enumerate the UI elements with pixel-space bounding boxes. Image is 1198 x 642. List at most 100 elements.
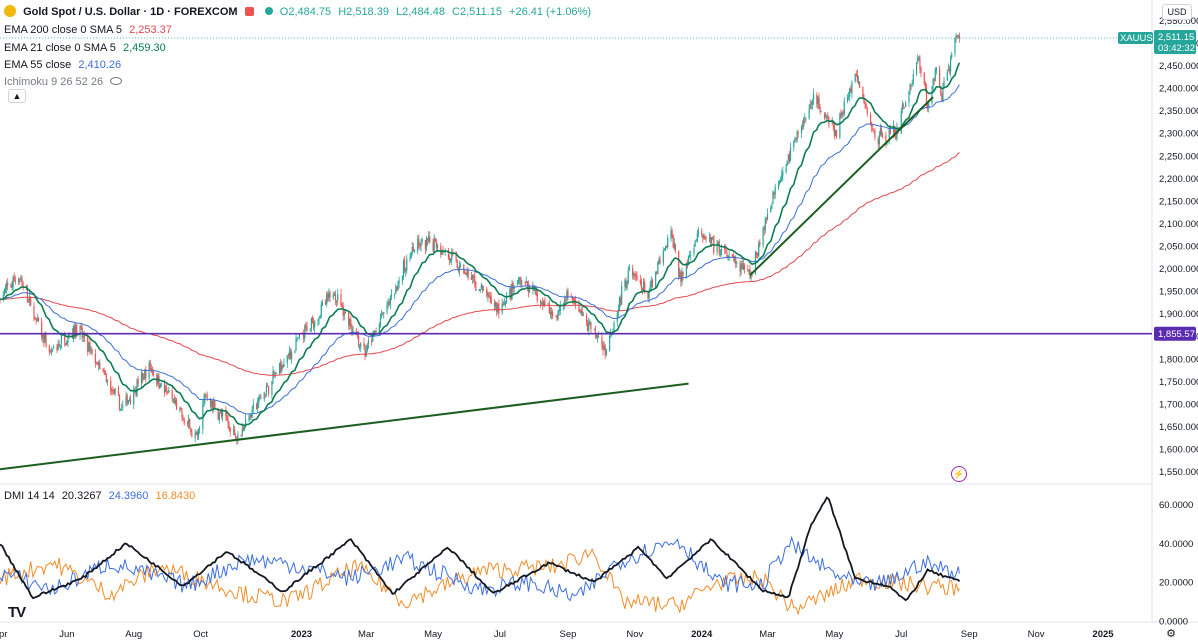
candle-body	[349, 319, 351, 327]
candle-body	[82, 336, 84, 338]
candle-body	[800, 126, 803, 133]
candle-body	[850, 87, 852, 93]
candle-body	[655, 272, 657, 288]
candle-body	[128, 400, 130, 402]
candle-body	[777, 184, 780, 188]
dmi-tick-label: 20.0000	[1159, 578, 1193, 589]
candle-body	[902, 105, 905, 107]
candle-body	[380, 314, 383, 318]
candle-body	[804, 117, 806, 119]
candle-body	[486, 288, 488, 296]
candle-body	[281, 365, 283, 371]
candle-body	[258, 397, 260, 403]
candle-body	[616, 313, 618, 322]
candle-body	[428, 236, 430, 242]
candle-body	[53, 347, 55, 349]
candle-body	[862, 87, 864, 99]
candle-body	[337, 294, 339, 301]
candle-body	[843, 101, 845, 115]
candle-body	[571, 296, 573, 301]
candle-body	[708, 237, 710, 239]
ichimoku-legend[interactable]: Ichimoku 9 26 52 26	[4, 76, 126, 88]
candle-body	[809, 104, 811, 109]
candle-body	[275, 372, 277, 374]
ema55-legend[interactable]: EMA 55 close 2,410.26	[4, 59, 125, 71]
price-axis: 1,550.000 1,600.000 1,650.000 1,700.000 1,75…	[1159, 16, 1198, 478]
settings-gear-icon[interactable]: ⚙	[1166, 628, 1176, 640]
candle-body	[464, 272, 466, 275]
candle-body	[851, 81, 853, 94]
candle-body	[932, 79, 934, 90]
candle-body	[865, 104, 867, 108]
candle-body	[343, 312, 345, 316]
dmi-tick-label: 0.0000	[1159, 617, 1188, 628]
candle-body	[80, 326, 82, 329]
candle-body	[22, 282, 24, 289]
candle-body	[41, 322, 43, 337]
collapse-legend-button[interactable]: ▲	[8, 89, 26, 103]
candle-body	[770, 207, 772, 213]
market-status-dot-icon	[264, 7, 273, 15]
eye-hidden-icon[interactable]	[110, 77, 123, 85]
symbol-title[interactable]: Gold Spot / U.S. Dollar · 1D · FOREXCOM	[23, 6, 238, 18]
time-tick-label: Apr	[0, 629, 7, 640]
candle-body	[917, 58, 919, 62]
candle-body	[621, 286, 623, 305]
candle-body	[37, 317, 39, 321]
dmi-tick-label: 40.0000	[1159, 539, 1193, 550]
candle-body	[864, 101, 866, 105]
candle-body	[126, 395, 128, 404]
candle-body	[478, 290, 480, 292]
candle-body	[550, 311, 553, 315]
ema21-legend[interactable]: EMA 21 close 0 SMA 5 2,459.30	[4, 42, 170, 54]
candle-body	[866, 108, 868, 114]
candle-body	[372, 335, 374, 342]
candle-body	[713, 235, 715, 253]
lightning-icon[interactable]: ⚡	[951, 466, 967, 482]
candle-body	[694, 241, 696, 247]
candle-body	[244, 419, 247, 428]
currency-button[interactable]: USD	[1162, 4, 1192, 20]
candle-body	[334, 294, 337, 301]
candle-body	[789, 147, 792, 161]
candle-body	[823, 112, 826, 118]
candle-body	[196, 432, 198, 436]
candle-body	[175, 400, 178, 410]
candle-body	[42, 335, 44, 339]
candle-body	[573, 299, 576, 301]
candle-body	[419, 243, 421, 247]
candle-body	[412, 247, 414, 251]
candle-body	[878, 134, 880, 145]
countdown-tag: 03:42:32	[1158, 43, 1195, 54]
candle-body	[5, 283, 8, 289]
candle-body	[624, 279, 626, 288]
candle-body	[306, 325, 308, 332]
candle-body	[872, 127, 874, 130]
candle-body	[164, 388, 167, 392]
dmi-legend[interactable]: DMI 14 14 20.3267 24.3960 16.8430	[4, 490, 199, 502]
candle-body	[190, 428, 192, 432]
candle-body	[697, 230, 700, 234]
tradingview-logo[interactable]: TV	[8, 604, 26, 621]
ema55-line	[0, 84, 960, 415]
candle-body	[265, 385, 268, 393]
candle-body	[228, 425, 230, 429]
ema200-legend[interactable]: EMA 200 close 0 SMA 5 2,253.37	[4, 24, 176, 36]
candle-body	[842, 111, 844, 115]
dmi-minusdi-line	[0, 548, 960, 616]
candle-body	[923, 72, 925, 83]
time-tick-label: Mar	[358, 629, 374, 640]
candle-body	[429, 236, 431, 243]
candle-body	[220, 410, 223, 417]
candle-body	[4, 287, 7, 291]
candle-body	[633, 273, 635, 277]
candle-body	[172, 398, 174, 400]
candle-body	[666, 246, 668, 248]
candle-body	[273, 372, 275, 376]
time-axis: Apr Jun Aug Oct 2023 Mar May Jul Sep Nov 2024 Mar Ma…	[0, 629, 1114, 640]
candle-body	[21, 277, 23, 283]
candle-body	[314, 321, 316, 328]
candle-body	[657, 262, 659, 275]
ema200-value: 2,253.37	[129, 24, 172, 36]
